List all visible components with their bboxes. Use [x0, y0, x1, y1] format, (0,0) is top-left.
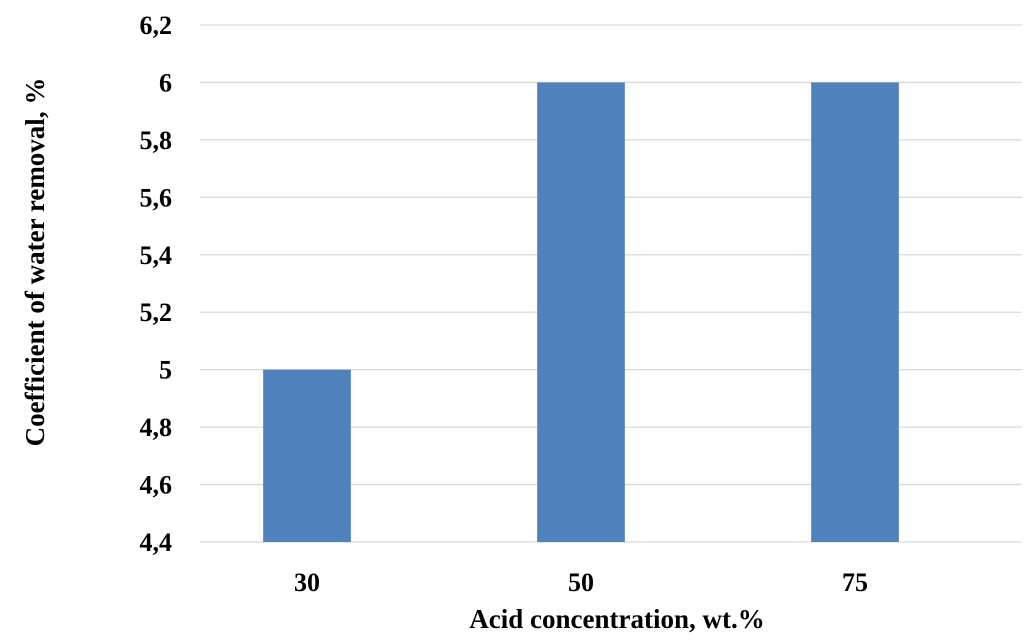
y-tick-label: 5,8 — [140, 126, 173, 155]
x-axis-title: Acid concentration, wt.% — [469, 604, 764, 634]
bar-75 — [811, 82, 899, 542]
y-axis-title: Coefficient of water removal, % — [20, 78, 50, 447]
y-tick-labels: 4,4 4,6 4,8 5 5,2 5,4 5,6 5,8 6 6,2 — [140, 11, 173, 557]
y-tick-label: 6,2 — [140, 11, 173, 40]
y-tick-label: 5 — [159, 356, 172, 385]
x-tick-labels: 30 50 75 — [294, 568, 868, 597]
x-tick-label: 30 — [294, 568, 320, 597]
y-tick-label: 6 — [159, 68, 172, 97]
y-tick-label: 5,4 — [140, 241, 173, 270]
bar-50 — [537, 82, 625, 542]
y-tick-label: 4,6 — [140, 471, 173, 500]
y-tick-label: 5,2 — [140, 298, 173, 327]
bars — [263, 82, 899, 542]
y-tick-label: 4,8 — [140, 413, 173, 442]
y-tick-label: 5,6 — [140, 183, 173, 212]
bar-30 — [263, 369, 351, 542]
x-tick-label: 75 — [842, 568, 868, 597]
x-tick-label: 50 — [568, 568, 594, 597]
y-tick-label: 4,4 — [140, 528, 173, 557]
